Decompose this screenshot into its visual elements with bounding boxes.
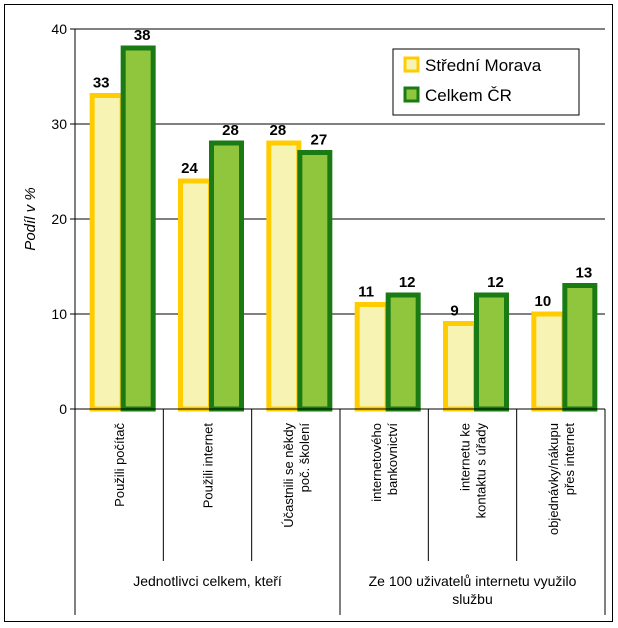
bar-stredni-morava (266, 140, 302, 412)
chart-frame: 0 10 20 30 40 Podíl v % 33 38 24 28 28 27 11 12 9 12 10 1… (4, 4, 613, 622)
category-label: přes internet (562, 423, 577, 496)
data-label: 24 (181, 160, 198, 177)
data-label: 33 (93, 75, 110, 92)
bar-stredni-morava (354, 302, 390, 412)
data-label: 11 (358, 284, 374, 301)
data-label: 12 (487, 274, 504, 291)
category-label: Použili počítač (112, 423, 127, 507)
category-label: internetu ke (458, 423, 473, 491)
data-label: 28 (269, 122, 286, 139)
legend-label: Celkem ČR (425, 86, 512, 105)
category-label: kontaktu s úřady (474, 423, 489, 519)
legend-box (392, 48, 580, 116)
bar-stredni-morava (443, 321, 478, 412)
data-label: 9 (450, 303, 458, 320)
bar-celkem-cr (209, 140, 244, 412)
data-label: 12 (399, 274, 416, 291)
legend-swatch (403, 86, 420, 103)
bar-stredni-morava (89, 93, 125, 412)
bar-stredni-morava (178, 178, 213, 412)
bar-celkem-cr (120, 45, 156, 412)
bar-celkem-cr (385, 292, 421, 412)
category-label: Použili internet (201, 423, 216, 509)
category-label: objednávky/nákupu (546, 423, 561, 535)
category-label: internetového (369, 423, 384, 502)
bar-stredni-morava (531, 311, 567, 412)
y-tick-label: 20 (51, 211, 67, 227)
category-label: poč. školení (297, 423, 312, 493)
y-axis-label: Podíl v % (22, 187, 39, 250)
group-label: Jednotlivci celkem, kteří (133, 573, 282, 589)
y-tick-label: 0 (59, 401, 67, 417)
y-tick-label: 30 (51, 116, 67, 132)
group-label: Ze 100 uživatelů internetu využilo (369, 573, 577, 589)
y-tick-label: 10 (51, 306, 67, 322)
legend-swatch (403, 56, 420, 73)
data-label: 28 (222, 122, 239, 139)
bar-celkem-cr (562, 283, 598, 412)
bar-celkem-cr (297, 150, 333, 412)
bar-celkem-cr (474, 292, 509, 412)
category-label: Účastnili se někdy (281, 423, 296, 528)
category-label: bankovnictví (385, 423, 400, 496)
group-label: službu (452, 591, 492, 607)
legend-label: Střední Morava (425, 56, 542, 75)
bar-chart: 0 10 20 30 40 Podíl v % 33 38 24 28 28 27 11 12 9 12 10 1… (22, 21, 606, 615)
data-label: 38 (134, 27, 151, 44)
data-label: 27 (310, 132, 327, 149)
data-label: 10 (534, 293, 551, 310)
data-label: 13 (575, 265, 592, 282)
y-tick-label: 40 (51, 21, 67, 37)
